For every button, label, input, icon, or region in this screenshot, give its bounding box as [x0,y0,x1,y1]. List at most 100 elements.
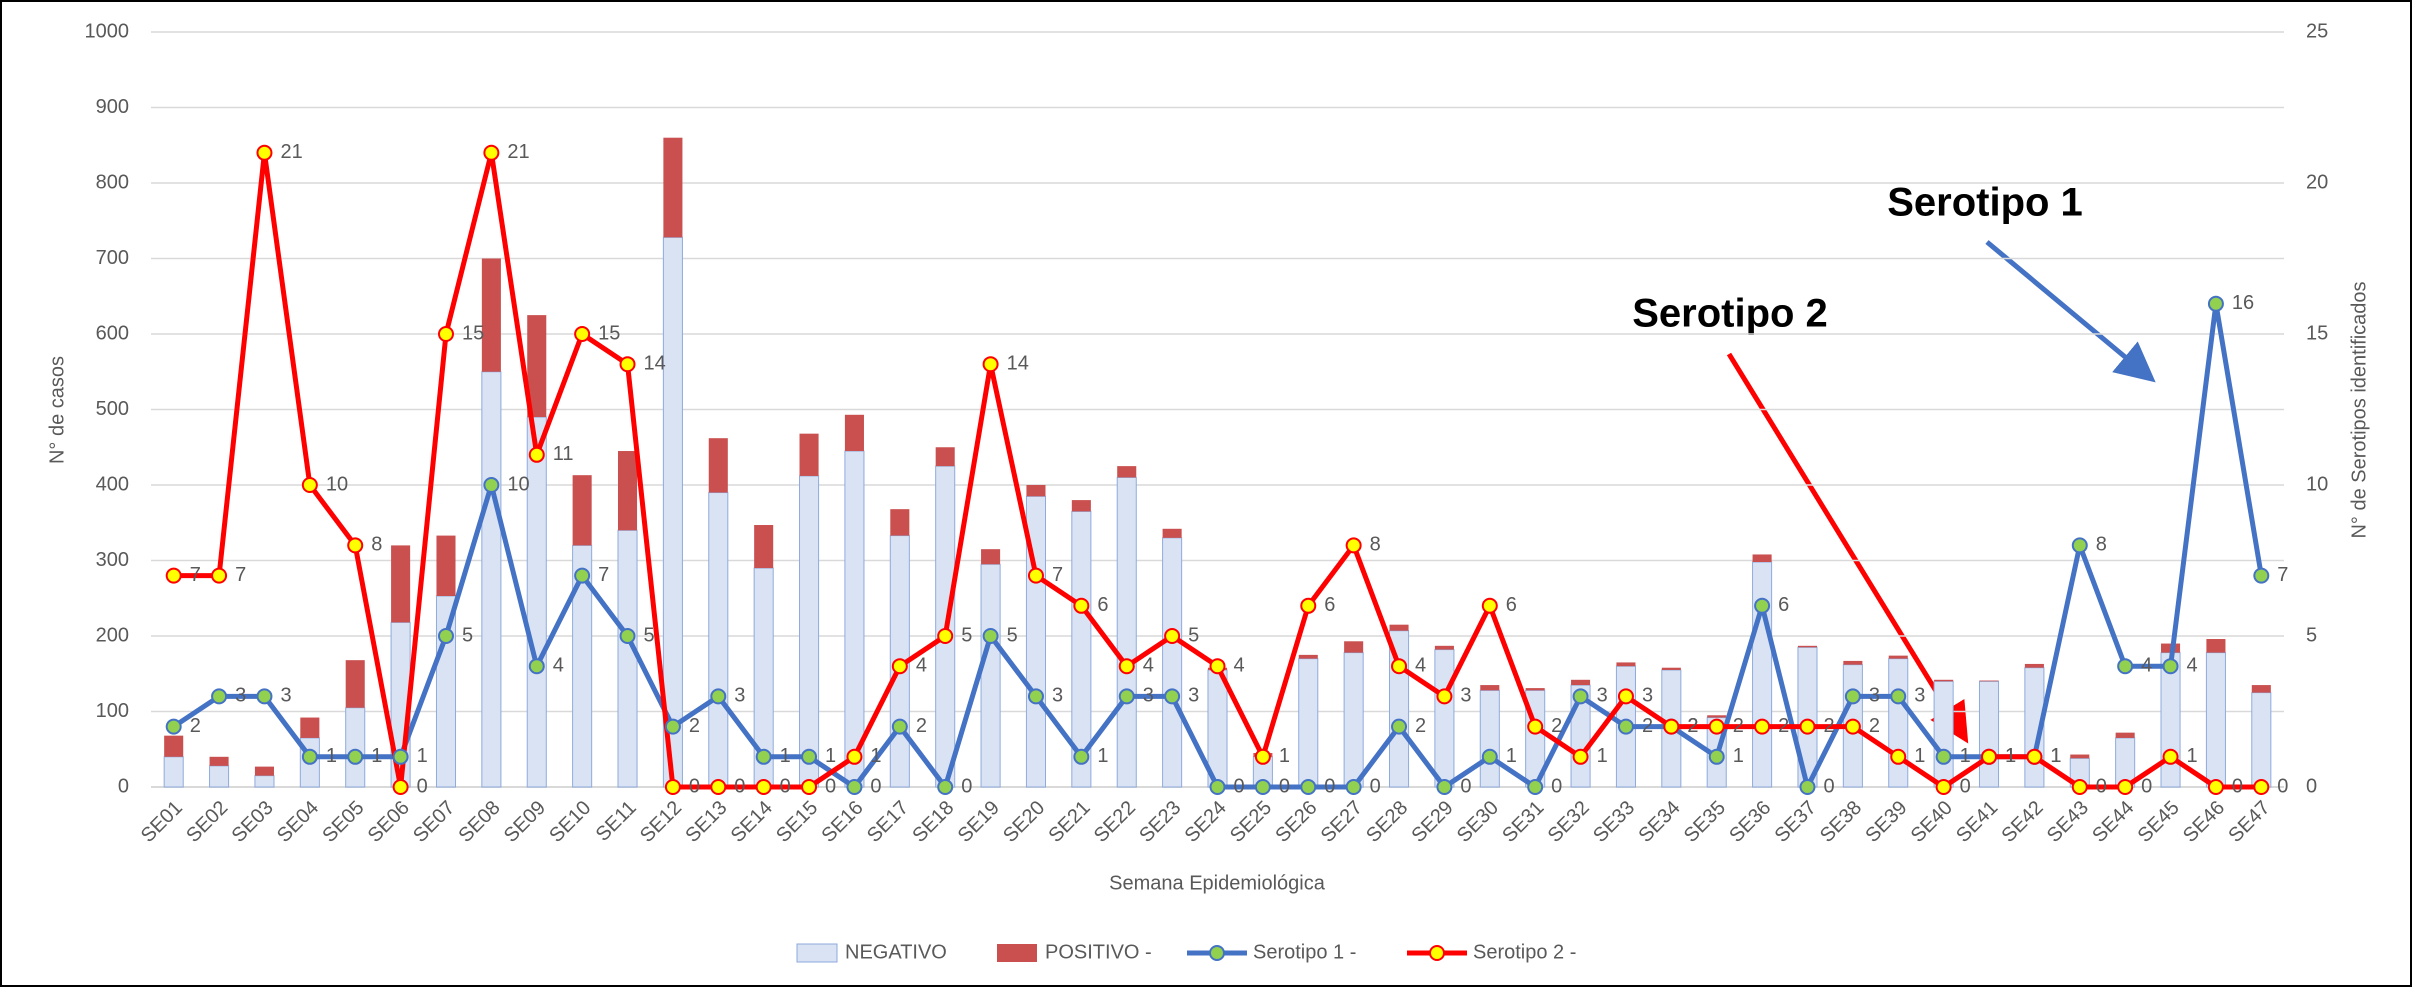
marker [437,628,454,644]
data-label: 3 [1597,685,1608,707]
marker [1027,688,1044,705]
bar [572,475,592,546]
marker [846,748,863,765]
marker [1708,748,1725,765]
marker [1118,688,1135,705]
marker [2253,779,2270,795]
y-tick-label: 1000 [85,20,130,42]
bar [481,371,502,788]
data-label: 3 [235,685,246,707]
y-tick-label: 300 [96,549,129,571]
annotation: Serotipo 1 [1887,181,2083,225]
bar [2206,639,2226,653]
data-label: 1 [2005,745,2016,767]
bar [1162,537,1183,788]
marker [2162,748,2179,765]
data-label: 0 [1823,775,1834,797]
marker [1844,718,1861,735]
bar [617,451,638,531]
bar [1752,561,1773,788]
bar [1979,680,1999,682]
y-axis-title: N° de casos [46,356,68,464]
data-label: 4 [553,654,564,676]
data-label: 0 [2232,775,2243,797]
data-label: 1 [2005,745,2016,767]
data-label: 1 [2050,745,2061,767]
legend-key [1429,945,1445,961]
data-label: 2 [1869,715,1880,737]
marker [347,537,364,554]
data-label: 3 [1869,685,1880,707]
data-label: 5 [1007,624,1018,646]
bar [481,258,501,372]
data-label: 5 [961,624,972,646]
data-label: 0 [870,775,881,797]
bar [527,315,547,418]
marker [619,356,636,373]
data-label: 1 [780,745,791,767]
bar [2251,685,2271,693]
marker [891,658,908,675]
marker [574,567,591,584]
data-label: 5 [462,624,473,646]
data-label: 0 [734,775,745,797]
marker [1935,779,1952,795]
marker [1617,718,1634,735]
data-label: 3 [1188,685,1199,707]
y-tick-label: 500 [96,398,129,420]
marker [801,779,818,795]
bar [980,563,1001,788]
data-label: 2 [916,715,927,737]
bar [1480,685,1500,691]
y-tick-label: 600 [96,322,129,344]
y-tick-label: 200 [96,624,129,646]
annotation: Serotipo 2 [1632,292,1828,336]
data-label: 10 [507,473,529,495]
marker [301,477,318,493]
bar [981,549,1001,565]
bar [163,756,184,788]
marker [937,628,954,644]
y2-tick-label: 5 [2306,624,2317,646]
data-label: 0 [1370,775,1381,797]
bar [1707,715,1727,718]
bar [1934,679,1954,682]
data-label: 0 [2277,775,2288,797]
marker [1436,779,1453,795]
legend-label: Serotipo 1 - [1253,941,1356,963]
marker [1981,748,1998,765]
data-label: 1 [326,745,337,767]
marker [483,477,500,493]
y-tick-label: 900 [96,96,129,118]
data-label: 3 [1052,685,1063,707]
marker [1799,779,1816,795]
marker [1164,628,1181,644]
marker [755,748,772,765]
data-label: 2 [689,715,700,737]
y2-tick-label: 20 [2306,171,2328,193]
marker [2162,658,2179,675]
data-label: 4 [1143,654,1154,676]
data-label: 11 [553,443,574,465]
marker [211,567,228,584]
data-label: 0 [2096,775,2107,797]
bar [436,535,456,596]
marker [1164,688,1181,705]
data-label: 7 [598,564,609,586]
marker [710,688,727,705]
data-label: 7 [2277,564,2288,586]
data-label: 10 [326,473,348,495]
data-label: 5 [1188,624,1199,646]
data-label: 3 [1460,685,1471,707]
marker [801,748,818,765]
bar [708,492,729,788]
data-label: 0 [417,775,428,797]
y2-axis-title: N° de Serotipos identificados [2348,281,2370,538]
bar [1434,649,1455,788]
bar [1571,679,1591,686]
data-label: 1 [1733,745,1744,767]
data-label: 0 [1234,775,1245,797]
bar [1298,658,1319,788]
marker [1572,748,1589,765]
